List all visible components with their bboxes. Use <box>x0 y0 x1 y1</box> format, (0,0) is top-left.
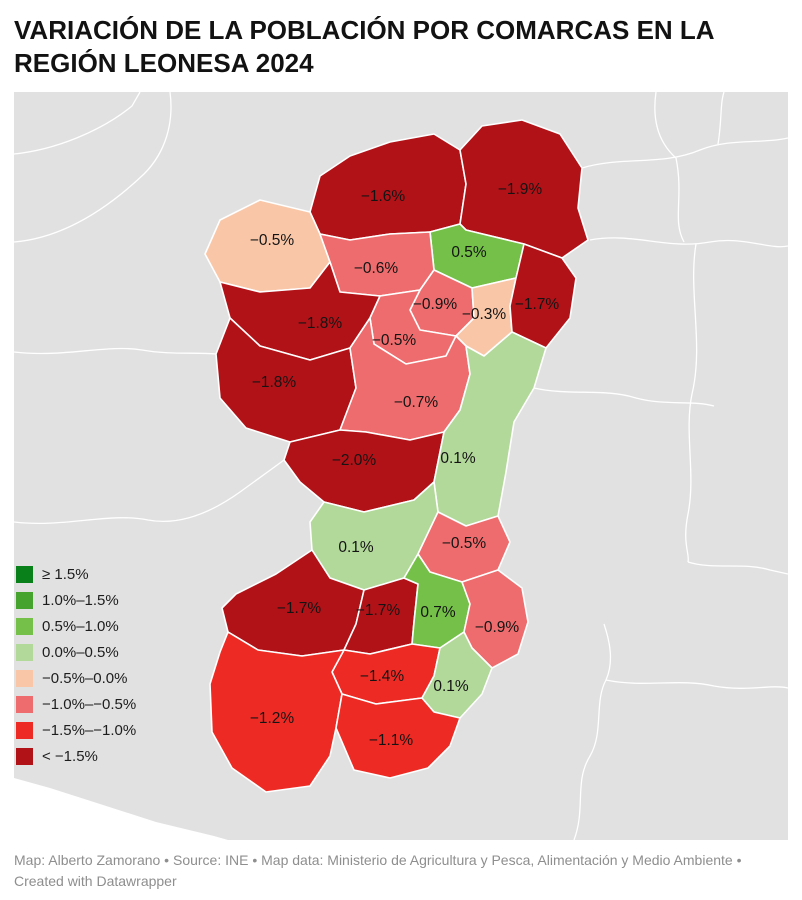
region-value-label: −1.2% <box>250 710 295 727</box>
neighbor-region-border <box>533 386 715 407</box>
neighbor-region-border <box>14 458 285 524</box>
neighbor-region-border <box>685 243 698 562</box>
region-value-label: −1.4% <box>360 668 405 685</box>
choropleth-map: −1.6% −1.9%−0.5%0.5%−0.6%−0.9%−0.3%−1.7%−… <box>14 91 788 840</box>
neighbor-region-border <box>573 623 612 840</box>
legend-item: 0.5%–1.0% <box>16 617 136 635</box>
legend-item: 1.0%–1.5% <box>16 591 136 609</box>
legend-swatch <box>16 565 33 583</box>
legend-item: ≥ 1.5% <box>16 565 136 583</box>
legend-label: 0.5%–1.0% <box>42 617 119 635</box>
datawrapper-link[interactable]: Created with Datawrapper <box>14 872 177 889</box>
comarca-region-22[interactable] <box>421 630 493 719</box>
neighbor-region-border <box>14 347 217 355</box>
neighbor-region-border <box>581 136 788 169</box>
region-value-label: −0.6% <box>354 260 399 277</box>
legend-label: 1.0%–1.5% <box>42 591 119 609</box>
legend-item: −0.5%–0.0% <box>16 669 136 687</box>
region-value-label: −1.6% <box>361 188 406 205</box>
title-line-2: REGIÓN LEONESA 2024 <box>14 47 314 78</box>
region-value-label: −2.0% <box>332 452 377 469</box>
legend-label: 0.0%–0.5% <box>42 643 119 661</box>
region-value-label: −0.9% <box>475 619 520 636</box>
legend-swatch <box>16 591 33 609</box>
legend-label: ≥ 1.5% <box>42 565 89 583</box>
legend-item: −1.5%–−1.0% <box>16 721 137 739</box>
legend: ≥ 1.5% 1.0%–1.5% 0.5%–1.0% 0.0%–0.5% −0.5%–0… <box>16 565 137 765</box>
comarca-region-24[interactable] <box>335 692 461 779</box>
legend-swatch <box>16 617 33 635</box>
legend-swatch <box>16 695 33 713</box>
region-value-label: −1.8% <box>298 315 343 332</box>
region-value-label: −1.7% <box>356 602 401 619</box>
region-value-label: 0.1% <box>433 678 469 695</box>
region-value-label: 0.1% <box>338 539 374 556</box>
neighbor-region-border <box>717 91 725 144</box>
region-value-label: −1.8% <box>252 374 297 391</box>
legend-item: < −1.5% <box>16 747 136 765</box>
legend-swatch <box>16 669 33 687</box>
region-value-label: −0.9% <box>413 296 458 313</box>
neighbor-region-border <box>675 157 685 242</box>
legend-label: < −1.5% <box>42 747 98 765</box>
region-value-label: −1.7% <box>515 296 560 313</box>
legend-label: −1.5%–−1.0% <box>42 721 137 739</box>
outside-map-area <box>14 777 228 840</box>
region-value-label: −1.1% <box>369 732 414 749</box>
legend-label: −1.0%–−0.5% <box>42 695 137 713</box>
title-line-1: VARIACIÓN DE LA POBLACIÓN POR COMARCAS E… <box>14 15 715 45</box>
comarca-region-23[interactable] <box>209 630 345 793</box>
region-value-label: 0.5% <box>451 244 487 261</box>
page-title: VARIACIÓN DE LA POBLACIÓN POR COMARCAS E… <box>14 14 788 80</box>
legend-label: −0.5%–0.0% <box>42 669 128 687</box>
legend-swatch <box>16 721 33 739</box>
region-value-label: 0.7% <box>420 604 456 621</box>
neighbor-region-border <box>687 560 788 575</box>
neighbor-region-border <box>589 236 788 247</box>
attribution-footer: Map: Alberto Zamorano • Source: INE • Ma… <box>14 850 788 892</box>
region-value-label: −0.3% <box>462 306 507 323</box>
neighbor-region-border <box>605 678 788 689</box>
legend-item: −1.0%–−0.5% <box>16 695 137 713</box>
attribution-text: Map: Alberto Zamorano • Source: INE • Ma… <box>14 851 742 868</box>
region-value-label: −1.7% <box>277 600 322 617</box>
neighbor-region-border <box>654 91 677 158</box>
legend-swatch <box>16 747 33 765</box>
region-value-label: 0.1% <box>440 450 476 467</box>
region-value-label: −1.9% <box>498 181 543 198</box>
region-value-label: −0.5% <box>250 232 295 249</box>
map-area: −1.6% −1.9% −0.5% 0.5% −0.6% −0.9% −0.3% −1.7% −… <box>14 91 788 840</box>
comarca-region-20[interactable] <box>461 568 529 669</box>
region-value-label: −0.7% <box>394 394 439 411</box>
legend-swatch <box>16 643 33 661</box>
region-value-label: −0.5% <box>442 535 487 552</box>
neighbor-region-border <box>14 91 172 243</box>
legend-item: 0.0%–0.5% <box>16 643 136 661</box>
region-value-label: −0.5% <box>372 332 417 349</box>
neighbor-region-border <box>14 91 141 155</box>
